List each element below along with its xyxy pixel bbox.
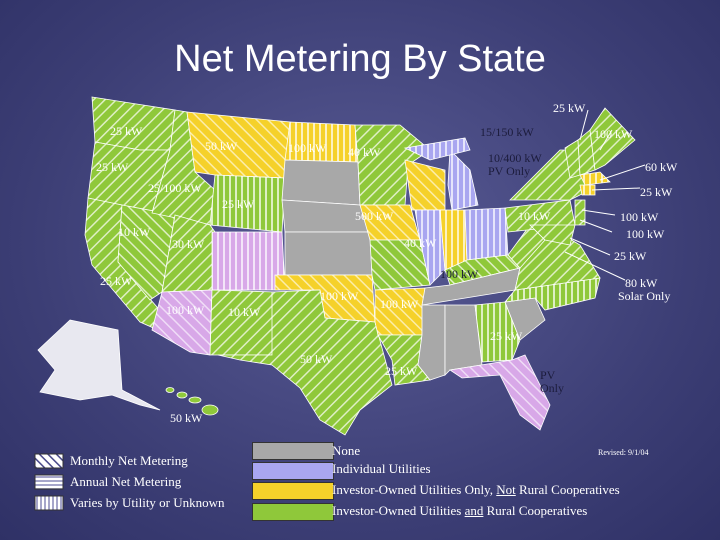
- state-ak: [37, 319, 161, 411]
- label-ky: 25 kW: [100, 274, 133, 288]
- label-de: 100 kW: [626, 227, 665, 241]
- label-ok: 100 kW: [320, 289, 359, 303]
- state-in: [439, 209, 468, 271]
- label-me: 100 kW: [594, 127, 633, 141]
- state-mt: [186, 111, 291, 179]
- label-az: 100 kW: [166, 303, 205, 317]
- label-hi: 50 kW: [170, 411, 203, 425]
- label-nh-top: 25 kW: [553, 101, 586, 115]
- legend-none-label: None: [332, 443, 361, 458]
- state-hi: [165, 387, 219, 416]
- label-ar: 25 kW: [490, 329, 523, 343]
- legend-swatch-annual: [34, 474, 64, 490]
- state-oh: [464, 207, 509, 261]
- label-wi-sub: PV Only: [488, 164, 531, 178]
- state-md: [529, 224, 576, 246]
- label-ga: 100 kW: [380, 297, 419, 311]
- label-nj: 100 kW: [620, 210, 659, 224]
- label-nd: 100 kW: [288, 141, 327, 155]
- state-sd: [281, 159, 361, 206]
- label-nm: 10 kW: [228, 305, 261, 319]
- state-mn: [354, 124, 431, 206]
- state-me: [589, 107, 636, 171]
- label-va: 80 kW: [625, 276, 658, 290]
- label-or: 25 kW: [96, 160, 129, 174]
- state-mi: [447, 149, 479, 211]
- label-wy: 25 kW: [222, 197, 255, 211]
- label-in: 100 kW: [440, 267, 479, 281]
- legend-swatch-varies: [34, 495, 64, 511]
- label-il: 40 kW: [404, 236, 437, 250]
- page-title: Net Metering By State: [174, 38, 546, 80]
- label-la: 25 kW: [385, 364, 418, 378]
- state-co: [211, 231, 286, 291]
- legend-swatch-individual: [252, 462, 334, 480]
- label-md: 25 kW: [614, 249, 647, 263]
- label-wi: 10/400 kW: [488, 151, 542, 165]
- legend-iou-label: Investor-Owned Utilities Only, Not Rural…: [332, 482, 620, 497]
- label-tx: 50 kW: [300, 352, 333, 366]
- legend-swatch-both: [252, 503, 334, 521]
- label-id: 25/100 kW: [148, 181, 202, 195]
- state-il: [414, 209, 446, 286]
- label-fl-pv: PV: [540, 368, 556, 382]
- state-mi-up: [403, 137, 471, 161]
- label-oh: 10 kW: [518, 209, 551, 223]
- label-ri: 25 kW: [640, 185, 673, 199]
- label-nv: 30 kW: [172, 237, 205, 251]
- state-ks: [284, 231, 373, 276]
- label-mi: 15/150 kW: [480, 125, 534, 139]
- label-ca: 10 kW: [118, 225, 151, 239]
- label-fl-only: Only: [540, 381, 564, 395]
- legend-both-label: Investor-Owned Utilities and Rural Coope…: [332, 503, 588, 518]
- legend-swatch-none: [252, 442, 334, 460]
- label-mn: 40 kW: [348, 145, 381, 159]
- label-ia: 500 kW: [355, 209, 394, 223]
- revised-date: Revised: 9/1/04: [598, 448, 649, 457]
- label-ma: 60 kW: [645, 160, 678, 174]
- state-nj: [574, 199, 586, 226]
- state-ma: [579, 171, 611, 186]
- state-ms: [417, 304, 446, 381]
- state-wi: [404, 159, 446, 211]
- state-nm: [209, 289, 276, 356]
- legend-swatch-monthly: [34, 453, 64, 469]
- legend-monthly-label: Monthly Net Metering: [70, 453, 188, 468]
- state-ga: [474, 301, 521, 363]
- state-mo: [369, 239, 431, 291]
- label-wa: 25 kW: [110, 124, 143, 138]
- state-tx: [217, 289, 393, 436]
- state-fl: [448, 354, 551, 431]
- label-va-sub: Solar Only: [618, 289, 671, 303]
- legend-annual-label: Annual Net Metering: [70, 474, 182, 489]
- legend-individual-label: Individual Utilities: [332, 461, 431, 476]
- label-mt: 50 kW: [205, 139, 238, 153]
- state-ct: [579, 184, 596, 196]
- legend-swatch-iou: [252, 482, 334, 500]
- state-az: [151, 289, 213, 356]
- state-ar: [374, 287, 426, 336]
- legend-varies-label: Varies by Utility or Unknown: [70, 495, 225, 510]
